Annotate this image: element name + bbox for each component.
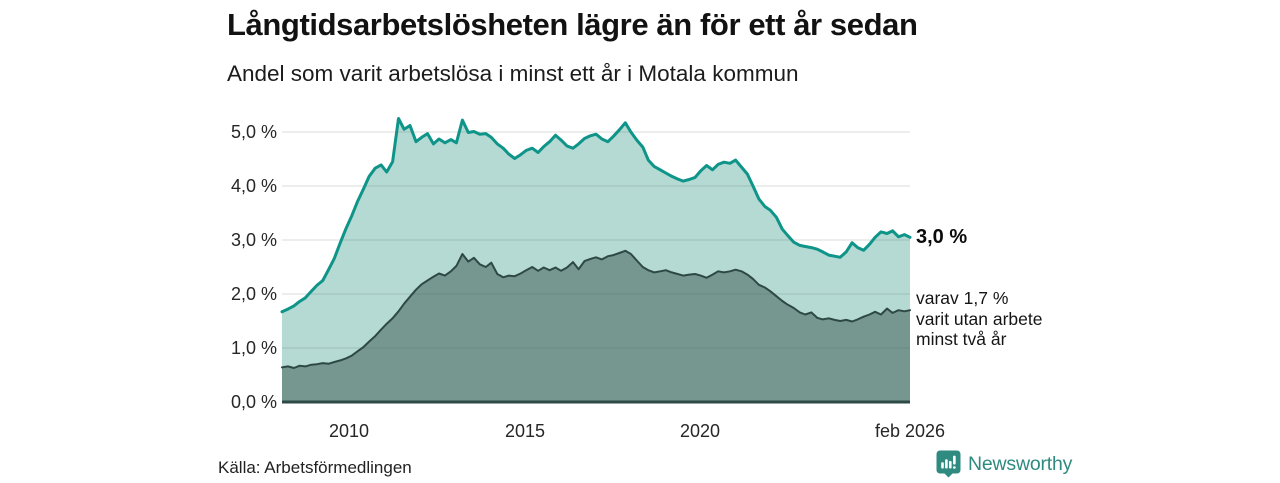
x-axis-label-2020: 2020 — [679, 421, 721, 441]
x-axis-label-2010: 2010 — [328, 421, 370, 441]
annotation-two-year-value: varav 1,7 % varit utan arbete minst två … — [916, 288, 1042, 350]
page-subtitle: Andel som varit arbetslösa i minst ett å… — [227, 61, 799, 86]
y-axis-label-3: 3,0 % — [230, 230, 277, 250]
newsworthy-logo[interactable]: Newsworthy — [936, 450, 1072, 478]
y-axis-label-0: 0,0 % — [230, 392, 277, 412]
y-axis-label-2: 2,0 % — [230, 284, 277, 304]
newsworthy-wordmark: Newsworthy — [968, 452, 1073, 475]
newsworthy-icon — [936, 450, 961, 478]
source-text: Källa: Arbetsförmedlingen — [218, 458, 412, 477]
y-axis-label-1: 1,0 % — [230, 338, 277, 358]
x-axis-label-2015: 2015 — [504, 421, 546, 441]
y-axis-label-4: 4,0 % — [230, 176, 277, 196]
page-title: Långtidsarbetslösheten lägre än för ett … — [227, 7, 918, 42]
annotation-line-1: varav 1,7 % — [916, 288, 1009, 308]
x-axis-label-feb-2026: feb 2026 — [874, 421, 946, 441]
y-axis-label-5: 5,0 % — [230, 122, 277, 142]
annotation-line-2: varit utan arbete — [916, 308, 1043, 329]
annotation-total-value: 3,0 % — [916, 226, 968, 248]
annotation-line-3: minst två år — [916, 329, 1007, 349]
